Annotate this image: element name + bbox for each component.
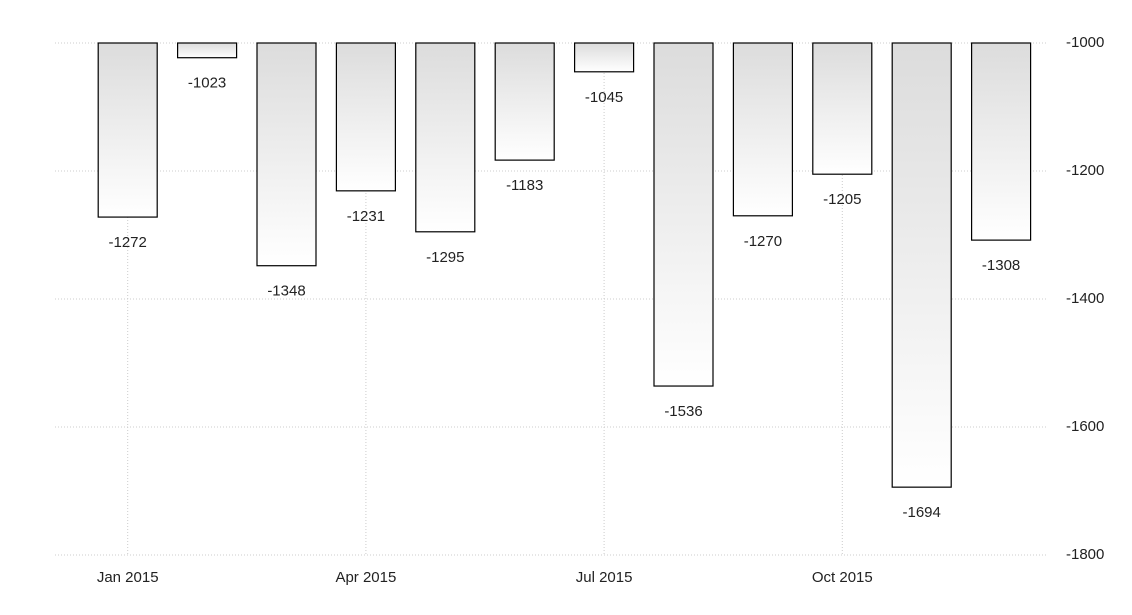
- bar: [494, 42, 555, 161]
- x-tick-label: Apr 2015: [335, 569, 396, 586]
- value-label: -1272: [109, 234, 147, 251]
- y-tick-label: -1800: [1066, 546, 1104, 563]
- value-label: -1536: [664, 403, 702, 420]
- value-label: -1270: [744, 233, 782, 250]
- bar: [335, 42, 396, 192]
- bar: [653, 42, 714, 387]
- y-tick-label: -1000: [1066, 34, 1104, 51]
- value-label: -1231: [347, 208, 385, 225]
- x-tick-label: Jan 2015: [97, 569, 159, 586]
- value-label: -1183: [506, 177, 543, 194]
- value-label: -1308: [982, 257, 1020, 274]
- bar: [97, 42, 158, 218]
- bar: [573, 42, 635, 73]
- y-tick-label: -1400: [1066, 290, 1104, 307]
- bar: [415, 42, 476, 233]
- y-tick-label: -1200: [1066, 162, 1104, 179]
- value-label: -1045: [585, 89, 623, 106]
- bar: [177, 42, 238, 59]
- bar: [256, 42, 317, 267]
- value-label: -1205: [823, 191, 861, 208]
- x-tick-label: Jul 2015: [576, 569, 633, 586]
- value-label: -1348: [267, 283, 305, 300]
- value-label: -1694: [903, 504, 941, 521]
- bar: [970, 42, 1032, 241]
- bar: [732, 42, 794, 217]
- y-tick-label: -1600: [1066, 418, 1104, 435]
- value-label: -1023: [188, 75, 226, 92]
- x-tick-label: Oct 2015: [812, 569, 873, 586]
- value-label: -1295: [426, 249, 464, 266]
- bar: [891, 42, 952, 488]
- bar: [812, 42, 873, 175]
